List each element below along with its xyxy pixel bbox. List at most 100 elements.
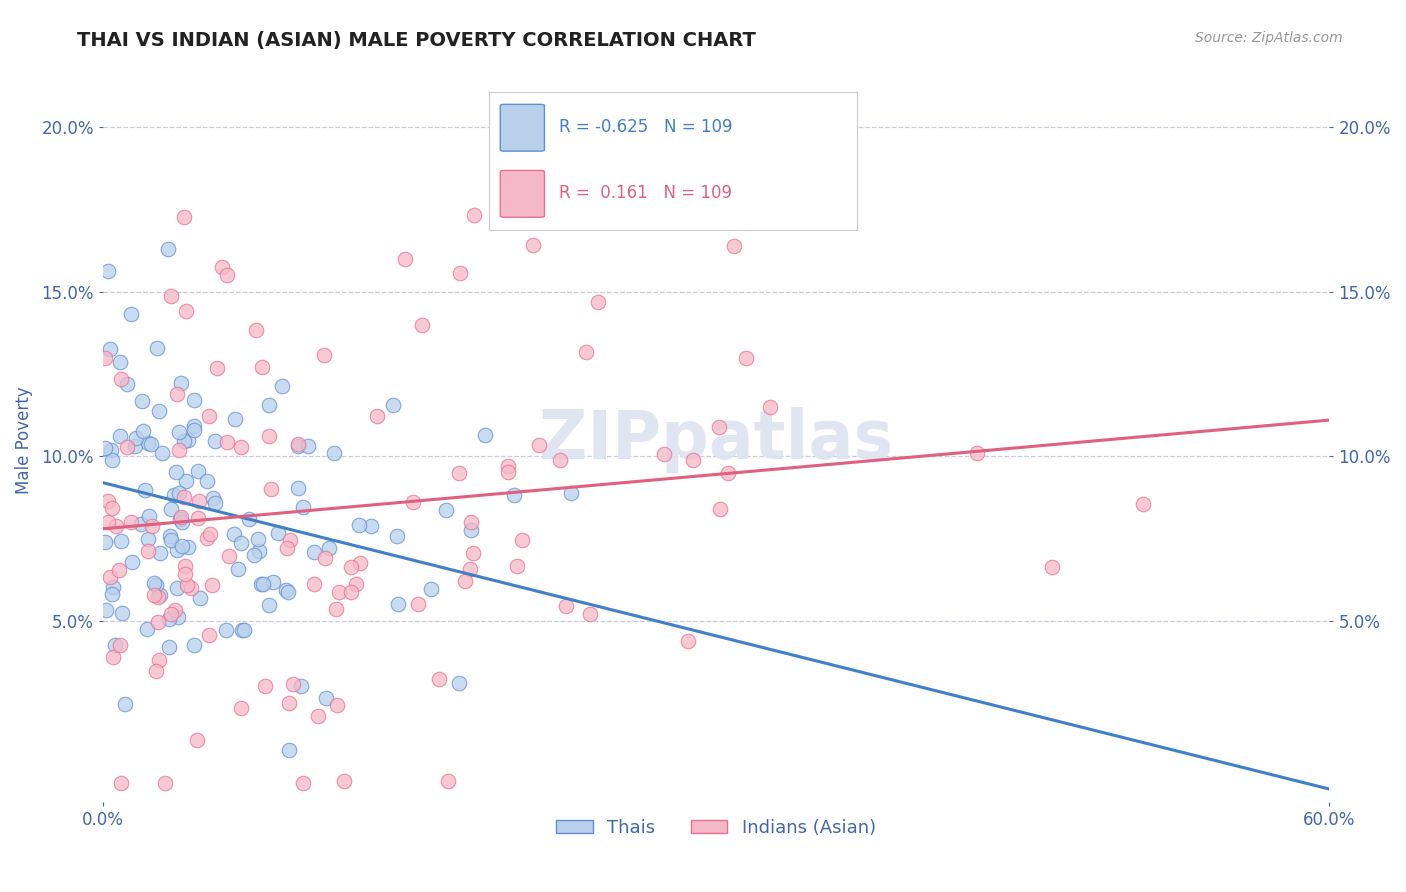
Text: THAI VS INDIAN (ASIAN) MALE POVERTY CORRELATION CHART: THAI VS INDIAN (ASIAN) MALE POVERTY CORR… [77, 31, 756, 50]
Point [238, 512, 260, 526]
Point [224, 412, 246, 426]
Point [339, 584, 361, 599]
Point [315, 690, 337, 705]
Point [228, 562, 250, 576]
Point [157, 242, 180, 256]
Point [496, 465, 519, 479]
Point [427, 672, 450, 686]
Point [148, 404, 170, 418]
Point [187, 511, 209, 525]
Point [252, 577, 274, 591]
Point [302, 545, 325, 559]
Point [229, 700, 252, 714]
Point [180, 581, 202, 595]
Point [166, 387, 188, 401]
Point [707, 419, 730, 434]
Point [195, 475, 218, 489]
Point [163, 603, 186, 617]
Point [224, 527, 246, 541]
Point [117, 377, 139, 392]
Point [186, 733, 208, 747]
Point [167, 442, 190, 457]
Point [550, 452, 572, 467]
Point [173, 567, 195, 582]
Point [387, 597, 409, 611]
Point [586, 294, 609, 309]
Point [136, 543, 159, 558]
Point [676, 634, 699, 648]
Point [717, 466, 740, 480]
Point [148, 653, 170, 667]
Point [114, 698, 136, 712]
Text: ZIPpatlas: ZIPpatlas [538, 407, 893, 473]
Point [406, 597, 429, 611]
Point [554, 599, 576, 613]
Point [260, 482, 283, 496]
Point [274, 582, 297, 597]
Point [496, 459, 519, 474]
Point [326, 698, 349, 712]
Point [759, 400, 782, 414]
Point [134, 483, 156, 497]
Point [215, 434, 238, 449]
Point [149, 588, 172, 602]
Point [120, 307, 142, 321]
Point [1132, 497, 1154, 511]
Point [463, 546, 485, 560]
Point [257, 598, 280, 612]
Point [97, 494, 120, 508]
Point [201, 491, 224, 505]
Point [174, 475, 197, 489]
Point [176, 578, 198, 592]
Point [366, 409, 388, 424]
Point [166, 543, 188, 558]
Point [307, 709, 329, 723]
Point [183, 638, 205, 652]
Point [243, 549, 266, 563]
Legend: Thais, Indians (Asian): Thais, Indians (Asian) [550, 812, 883, 844]
Point [232, 623, 254, 637]
Point [217, 268, 239, 282]
Point [150, 446, 173, 460]
Point [129, 517, 152, 532]
Point [277, 696, 299, 710]
Point [195, 531, 218, 545]
Point [162, 487, 184, 501]
Point [278, 533, 301, 548]
Point [174, 304, 197, 318]
Point [167, 425, 190, 439]
Point [474, 428, 496, 442]
Point [723, 239, 745, 253]
Point [252, 359, 274, 374]
Point [94, 534, 117, 549]
Point [682, 452, 704, 467]
Point [145, 577, 167, 591]
Point [271, 379, 294, 393]
Point [94, 441, 117, 455]
Point [101, 649, 124, 664]
Point [115, 440, 138, 454]
Point [98, 342, 121, 356]
Point [287, 439, 309, 453]
Point [503, 488, 526, 502]
Point [110, 372, 132, 386]
Point [183, 418, 205, 433]
Point [173, 434, 195, 448]
Point [340, 560, 363, 574]
Point [108, 428, 131, 442]
Point [148, 615, 170, 630]
Point [101, 500, 124, 515]
Point [579, 607, 602, 622]
Point [291, 500, 314, 515]
Point [281, 677, 304, 691]
Point [401, 494, 423, 508]
Point [159, 607, 181, 622]
Point [277, 585, 299, 599]
Point [97, 515, 120, 529]
Point [420, 582, 443, 596]
Point [328, 585, 350, 599]
Point [1040, 559, 1063, 574]
Point [347, 517, 370, 532]
Point [449, 266, 471, 280]
Point [177, 433, 200, 447]
